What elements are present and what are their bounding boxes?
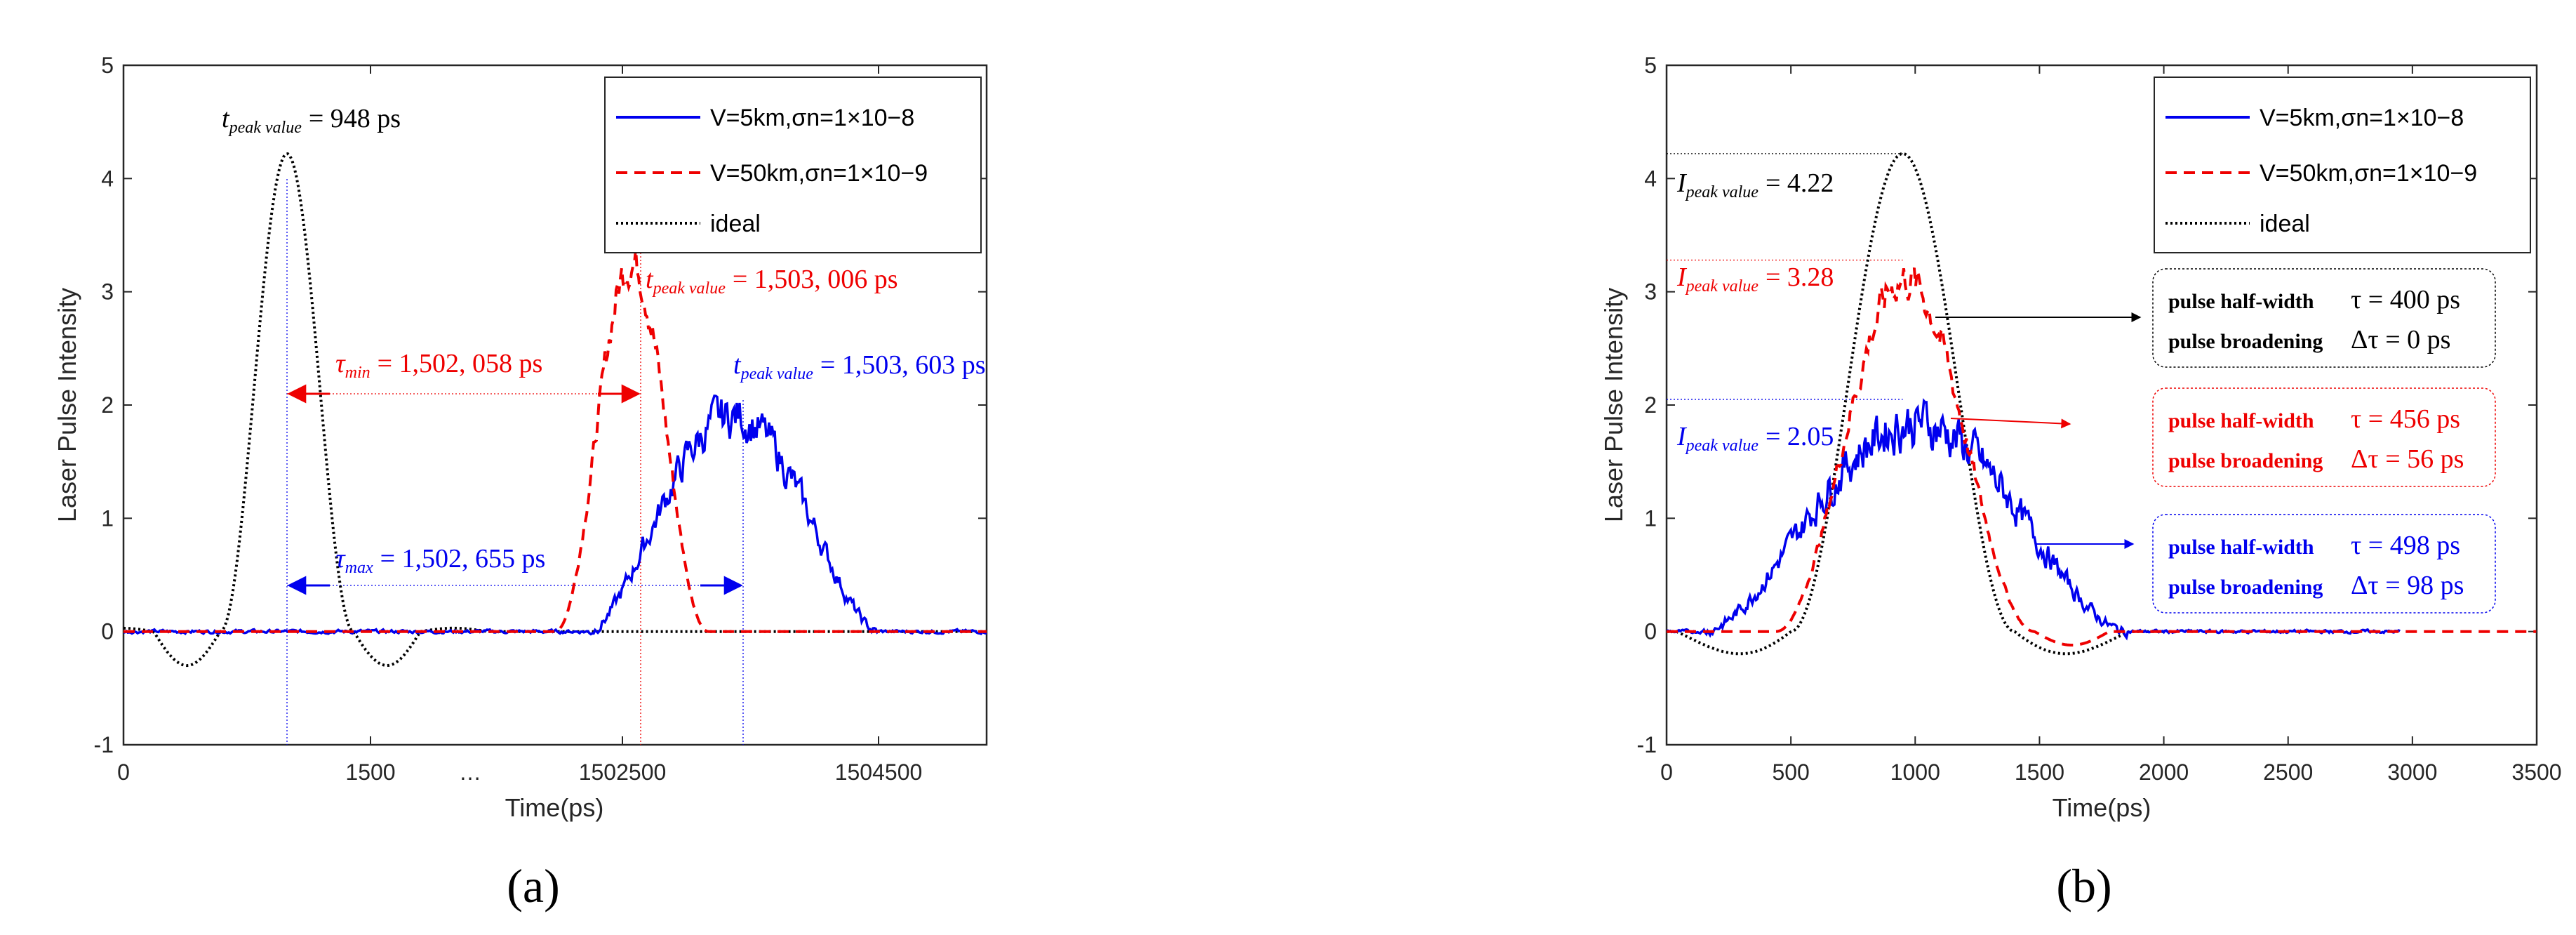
x-tick-label-b: 2500 — [2263, 760, 2313, 785]
y-tick-label-a: 0 — [101, 619, 114, 644]
annotation-tau-min: τmin = 1,502, 058 ps — [335, 349, 542, 382]
svg-text:τ = 456 ps: τ = 456 ps — [2351, 404, 2460, 434]
callout-arrow-red — [1950, 418, 2071, 429]
panel-a-y-ticks: -1 0 1 2 3 4 5 — [94, 53, 987, 757]
y-tick-label-b: 5 — [1644, 53, 1657, 78]
panel-b-peak-guides — [1667, 153, 1903, 400]
annotation-b-blue-peak: Ipeak value = 2.05 — [1676, 422, 1834, 455]
panel-b-y-label: Laser Pulse Intensity — [1599, 288, 1628, 522]
y-tick-label-a: 2 — [101, 392, 114, 418]
svg-text:pulse half-width: pulse half-width — [2168, 536, 2314, 559]
panel-b-x-label: Time(ps) — [2053, 793, 2151, 822]
panel-a-y-label: Laser Pulse Intensity — [53, 288, 81, 522]
panel-a-x-label: Time(ps) — [505, 793, 604, 822]
x-tick-label-a: 1504500 — [835, 760, 923, 785]
svg-text:τ = 498 ps: τ = 498 ps — [2351, 531, 2460, 560]
series-red-line-b — [1667, 267, 2537, 646]
legend-a-entry-ideal: ideal — [710, 211, 761, 237]
x-tick-label-a: 1502500 — [579, 760, 667, 785]
series-blue-line — [124, 394, 987, 636]
panel-b-y-ticks: -1 0 1 2 3 4 5 — [1637, 53, 2537, 757]
y-tick-label-b: 4 — [1644, 166, 1657, 191]
svg-text:Δτ = 0 ps: Δτ = 0 ps — [2351, 325, 2450, 354]
legend-a-entry-blue: V=5km,σn=1×10−8 — [710, 105, 914, 131]
y-tick-label-a: 5 — [101, 53, 114, 78]
y-tick-label-a: 4 — [101, 166, 114, 191]
svg-text:Δτ = 56 ps: Δτ = 56 ps — [2351, 444, 2464, 474]
y-tick-label-a: -1 — [94, 732, 114, 757]
annotation-red-peak: tpeak value = 1,503, 006 ps — [646, 265, 898, 298]
x-tick-label-b: 2000 — [2139, 760, 2189, 785]
legend-a-entry-red: V=50km,σn=1×10−9 — [710, 160, 928, 187]
annotation-b-ideal-peak: Ipeak value = 4.22 — [1676, 168, 1834, 201]
x-tick-label-b: 500 — [1772, 760, 1809, 785]
y-tick-label-a: 1 — [101, 505, 114, 531]
legend-b-entry-red: V=50km,σn=1×10−9 — [2260, 160, 2477, 187]
svg-text:pulse broadening: pulse broadening — [2168, 576, 2323, 599]
panel-b-label: (b) — [2056, 859, 2111, 913]
info-box-blue: pulse half-width τ = 498 ps pulse broade… — [2152, 514, 2496, 614]
legend-b-entry-ideal: ideal — [2260, 211, 2310, 237]
panel-a-label: (a) — [507, 859, 559, 913]
y-tick-label-b: 1 — [1644, 505, 1657, 531]
info-box-red: pulse half-width τ = 456 ps pulse broade… — [2152, 387, 2496, 487]
y-tick-label-b: 3 — [1644, 279, 1657, 305]
x-tick-label-b: 0 — [1660, 760, 1673, 785]
svg-text:pulse broadening: pulse broadening — [2168, 330, 2323, 353]
x-tick-label-b: 3500 — [2511, 760, 2561, 785]
x-tick-label-a: 1500 — [345, 760, 395, 785]
series-red-line — [124, 248, 987, 633]
panel-a-legend: V=5km,σn=1×10−8 V=50km,σn=1×10−9 ideal — [604, 77, 982, 253]
svg-text:Δτ = 98 ps: Δτ = 98 ps — [2351, 571, 2464, 600]
svg-text:pulse half-width: pulse half-width — [2168, 409, 2314, 432]
legend-b-entry-blue: V=5km,σn=1×10−8 — [2260, 105, 2464, 131]
panel-b-x-ticks: 0 500 1000 1500 2000 2500 3000 3500 — [1660, 65, 2562, 785]
panel-a-axis-break: … — [459, 760, 481, 785]
annotation-tau-max: τmax = 1,502, 655 ps — [335, 544, 545, 577]
y-tick-label-a: 3 — [101, 279, 114, 305]
annotation-blue-peak: tpeak value = 1,503, 603 ps — [733, 350, 986, 383]
y-tick-label-b: 2 — [1644, 392, 1657, 418]
x-tick-label-b: 3000 — [2387, 760, 2437, 785]
y-tick-label-b: 0 — [1644, 619, 1657, 644]
panel-a-x-ticks: 0 1500 1502500 1504500 — [117, 65, 922, 785]
x-tick-label-b: 1000 — [1890, 760, 1940, 785]
x-tick-label-a: 0 — [117, 760, 130, 785]
annotation-ideal-peak: tpeak value = 948 ps — [222, 104, 401, 137]
y-tick-label-b: -1 — [1637, 732, 1657, 757]
info-box-ideal: pulse half-width τ = 400 ps pulse broade… — [2152, 268, 2496, 368]
panel-b-legend: V=5km,σn=1×10−8 V=50km,σn=1×10−9 ideal — [2154, 77, 2531, 253]
annotation-b-red-peak: Ipeak value = 3.28 — [1676, 263, 1834, 296]
series-blue-line-b — [1667, 398, 2401, 641]
svg-text:pulse half-width: pulse half-width — [2168, 290, 2314, 313]
svg-text:τ = 400 ps: τ = 400 ps — [2351, 285, 2460, 314]
x-tick-label-b: 1500 — [2015, 760, 2064, 785]
svg-text:pulse broadening: pulse broadening — [2168, 449, 2323, 472]
